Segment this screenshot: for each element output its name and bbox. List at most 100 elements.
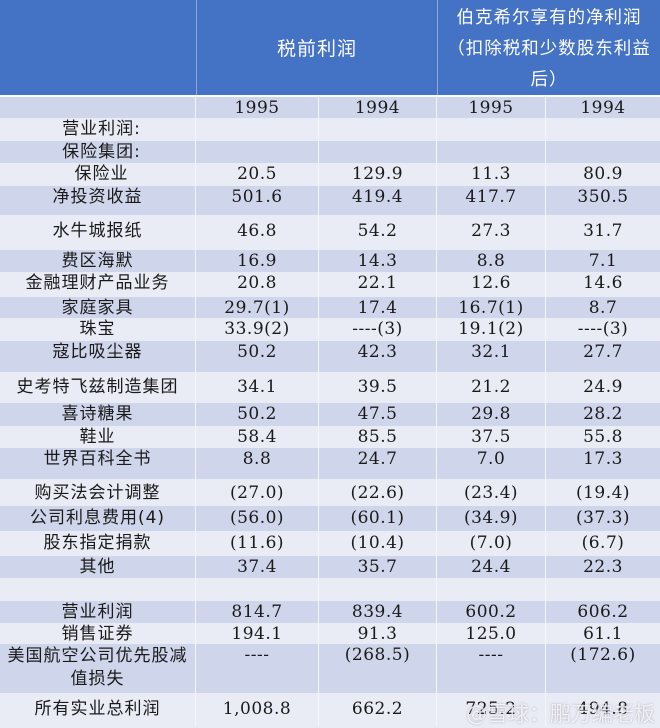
value-cell: ----(3)	[577, 319, 629, 339]
row-label	[0, 578, 196, 601]
row-label: 所有实业总利润	[0, 693, 196, 726]
table-row: 史考特飞兹制造集团 34.1 39.5 21.2 24.9	[0, 372, 660, 403]
value-cell: 11.3	[437, 163, 546, 186]
value-cell: (268.5)	[319, 644, 437, 693]
value-cell: 7.1	[588, 251, 618, 271]
value-cell: 606.2	[577, 602, 629, 622]
value-cell: 839.4	[319, 601, 437, 623]
value-cell	[319, 118, 437, 141]
table-header: 税前利润 伯克希尔享有的净利润 （扣除税和少数股东利益 后）	[0, 0, 660, 95]
table-row-total: 所有实业总利润 1,008.8 662.2 725.2 494.8	[0, 693, 660, 726]
value-cell: 39.5	[319, 372, 437, 403]
header-net-earnings-line1: 伯克希尔享有的净利润	[456, 8, 642, 28]
value-cell: 58.4	[196, 426, 319, 448]
value-cell: (56.0)	[196, 506, 319, 531]
value-cell: 14.6	[583, 273, 623, 293]
value-cell: 16.7(1)	[437, 297, 546, 318]
value-cell: (6.7)	[581, 533, 625, 553]
table-row: 销售证券 194.1 91.3 125.0 61.1	[0, 623, 660, 644]
table-row: 珠宝 33.9(2) ----(3) 19.1(2) ----(3)	[0, 318, 660, 341]
table-row: 水牛城报纸 46.8 54.2 27.3 31.7	[0, 215, 660, 250]
value-cell: 42.3	[319, 341, 437, 372]
row-label: 费区海默	[0, 250, 196, 272]
value-cell: 91.3	[319, 623, 437, 644]
header-separator	[0, 95, 660, 97]
row-label: 购买法会计调整	[0, 479, 196, 506]
year-row-label	[0, 97, 196, 118]
table-row: 喜诗糖果 50.2 47.5 29.8 28.2	[0, 403, 660, 426]
value-cell: 46.8	[196, 215, 319, 250]
value-cell: (11.6)	[196, 531, 319, 556]
row-label: 水牛城报纸	[0, 215, 196, 250]
value-cell: ----	[437, 644, 546, 693]
value-cell: (37.3)	[575, 508, 631, 528]
value-cell: 24.9	[583, 377, 623, 397]
row-label: 珠宝	[0, 318, 196, 341]
table-row: 保险业 20.5 129.9 11.3 80.9	[0, 163, 660, 186]
table-row: 净投资收益 501.6 419.4 417.7 350.5	[0, 186, 660, 215]
table-row-blank	[0, 578, 660, 601]
value-cell	[319, 578, 437, 601]
row-label: 喜诗糖果	[0, 403, 196, 426]
table-row: 费区海默 16.9 14.3 8.8 7.1	[0, 250, 660, 272]
value-cell	[196, 141, 319, 163]
value-cell: 24.4	[437, 556, 546, 578]
year-cell: 1995	[437, 97, 546, 118]
table-row: 营业利润 814.7 839.4 600.2 606.2	[0, 601, 660, 623]
value-cell: 27.3	[437, 215, 546, 250]
value-cell: 8.8	[196, 448, 319, 479]
value-cell: (7.0)	[437, 531, 546, 556]
value-cell: 27.7	[583, 342, 623, 362]
row-label: 营业利润:	[0, 118, 196, 141]
row-label: 保险集团:	[0, 141, 196, 163]
header-pretax-earnings: 税前利润	[276, 38, 357, 60]
table-row: 美国航空公司优先股减值损失 ---- (268.5) ---- (172.6)	[0, 644, 660, 693]
value-cell: 37.5	[437, 426, 546, 448]
value-cell: 1,008.8	[196, 693, 319, 726]
value-cell: ----	[196, 644, 319, 693]
value-cell: 501.6	[196, 186, 319, 215]
header-net-earnings-line2: （扣除税和少数股东利益	[447, 39, 651, 59]
value-cell	[437, 118, 546, 141]
value-cell: (23.4)	[437, 479, 546, 506]
value-cell	[437, 578, 546, 601]
value-cell: 22.3	[583, 557, 623, 577]
value-cell: (172.6)	[570, 645, 636, 665]
value-cell: 194.1	[196, 623, 319, 644]
table-row: 鞋业 58.4 85.5 37.5 55.8	[0, 426, 660, 448]
value-cell: 7.0	[437, 448, 546, 479]
value-cell: 80.9	[583, 164, 623, 184]
value-cell: 22.1	[319, 272, 437, 297]
table-row: 寇比吸尘器 50.2 42.3 32.1 27.7	[0, 341, 660, 372]
row-label: 美国航空公司优先股减值损失	[0, 644, 196, 693]
value-cell: 662.2	[319, 693, 437, 726]
value-cell: 35.7	[319, 556, 437, 578]
value-cell: (22.6)	[319, 479, 437, 506]
value-cell: 17.3	[583, 449, 623, 469]
row-label: 家庭家具	[0, 297, 196, 318]
value-cell	[546, 578, 660, 601]
value-cell: 33.9(2)	[196, 318, 319, 341]
table-row: 保险集团:	[0, 141, 660, 163]
value-cell: 417.7	[437, 186, 546, 215]
table-row: 家庭家具 29.7(1) 17.4 16.7(1) 8.7	[0, 297, 660, 318]
table-row: 金融理财产品业务 20.8 22.1 12.6 14.6	[0, 272, 660, 297]
value-cell: 16.9	[196, 250, 319, 272]
value-cell: 20.8	[196, 272, 319, 297]
value-cell	[319, 141, 437, 163]
year-cell: 1994	[319, 97, 437, 118]
row-label: 其他	[0, 556, 196, 578]
header-blank-cell	[0, 0, 196, 95]
value-cell: 12.6	[437, 272, 546, 297]
value-cell	[196, 118, 319, 141]
value-cell	[196, 578, 319, 601]
value-cell: (27.0)	[196, 479, 319, 506]
value-cell: 14.3	[319, 250, 437, 272]
value-cell: 419.4	[319, 186, 437, 215]
value-cell: 129.9	[319, 163, 437, 186]
header-divider	[196, 0, 197, 95]
year-cell: 1995	[196, 97, 319, 118]
value-cell: 350.5	[577, 187, 629, 207]
value-cell: 8.8	[437, 250, 546, 272]
value-cell: 17.4	[319, 297, 437, 318]
